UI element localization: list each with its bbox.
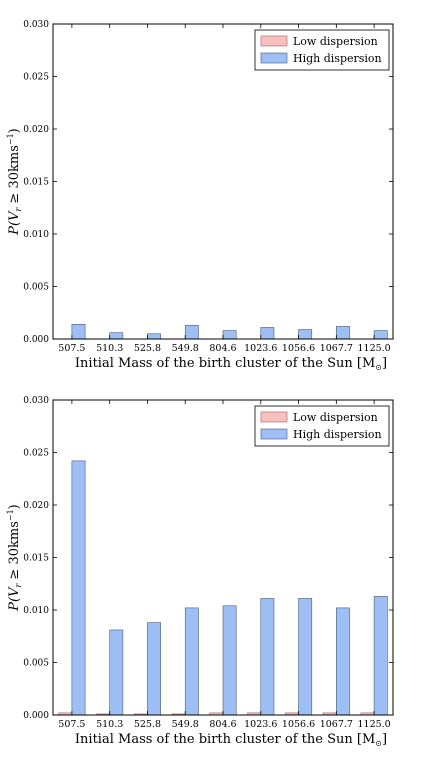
x-tick-label: 1056.6 [282,719,315,730]
x-tick-label: 525.8 [134,343,161,354]
bar-high-dispersion-1023.6 [260,327,275,340]
x-tick-label: 804.6 [209,343,236,354]
legend-label: High dispersion [293,52,382,65]
y-axis-title: P(Vr ≥ 30kms−1) [6,128,23,236]
y-tick-label: 0.005 [23,659,49,669]
legend-swatch [260,35,288,47]
bar-high-dispersion-549.8 [184,325,199,340]
y-tick-label: 0.025 [23,449,49,459]
y-axis-title: P(Vr ≥ 30kms−1) [6,504,23,612]
legend-label: Low dispersion [293,411,378,424]
y-tick-label: 0.015 [23,554,49,564]
x-tick-label: 549.8 [172,719,199,730]
bar-high-dispersion-804.6 [222,330,237,340]
y-tick-label: 0.020 [23,125,49,135]
y-tick-label: 0.015 [23,178,49,188]
legend-label: Low dispersion [293,35,378,48]
chart-panel-1: 507.5 510.3 525.8 549.8 804.6 1023.6 1056.6 106… [6,20,394,372]
bar-high-dispersion-510.3 [109,629,124,716]
x-axis-title: Initial Mass of the birth cluster of the… [75,732,387,748]
y-tick-label: 0.010 [23,230,49,240]
plot-frame [52,23,394,340]
bar-high-dispersion-1125.0 [373,330,388,340]
bar-high-dispersion-1023.6 [260,598,275,716]
x-tick-label: 1067.7 [320,719,353,730]
x-tick-label: 1125.0 [357,719,390,730]
x-tick-label: 1067.7 [320,343,353,354]
y-tick-label: 0.020 [23,501,49,511]
y-tick-label: 0.000 [23,711,49,721]
x-tick-label: 510.3 [96,719,123,730]
legend: Low dispersion High dispersion [254,29,390,71]
bar-high-dispersion-1125.0 [373,596,388,716]
plot-frame [52,399,394,716]
bar-high-dispersion-507.5 [71,323,86,340]
legend-label: High dispersion [293,428,382,441]
y-tick-label: 0.025 [23,73,49,83]
y-tick-label: 0.000 [23,335,49,345]
bar-high-dispersion-1056.6 [298,329,313,340]
bar-high-dispersion-804.6 [222,605,237,716]
x-tick-label: 804.6 [209,719,236,730]
bar-high-dispersion-1056.6 [298,598,313,716]
bar-high-dispersion-525.8 [147,333,161,340]
y-tick-label: 0.030 [23,20,49,30]
x-tick-label: 507.5 [58,719,85,730]
chart-panel-2: 507.5 510.3 525.8 549.8 804.6 1023.6 1056.6 106… [6,396,394,748]
bar-high-dispersion-549.8 [184,607,199,716]
bar-high-dispersion-1067.7 [336,607,350,716]
x-axis-title: Initial Mass of the birth cluster of the… [75,356,387,372]
legend: Low dispersion High dispersion [254,405,390,447]
y-tick-label: 0.005 [23,283,49,293]
x-tick-label: 510.3 [96,343,123,354]
y-tick-label: 0.010 [23,606,49,616]
bar-high-dispersion-510.3 [109,332,124,340]
bar-high-dispersion-525.8 [147,622,161,716]
bar-high-dispersion-507.5 [71,460,86,716]
legend-swatch [260,411,288,423]
legend-swatch [260,428,288,440]
x-tick-label: 1125.0 [357,343,390,354]
x-tick-label: 549.8 [172,343,199,354]
legend-swatch [260,52,288,64]
y-tick-label: 0.030 [23,396,49,406]
x-tick-label: 1023.6 [244,343,277,354]
x-tick-label: 507.5 [58,343,85,354]
x-tick-label: 525.8 [134,719,161,730]
x-tick-label: 1023.6 [244,719,277,730]
x-tick-label: 1056.6 [282,343,315,354]
bar-high-dispersion-1067.7 [336,326,350,340]
